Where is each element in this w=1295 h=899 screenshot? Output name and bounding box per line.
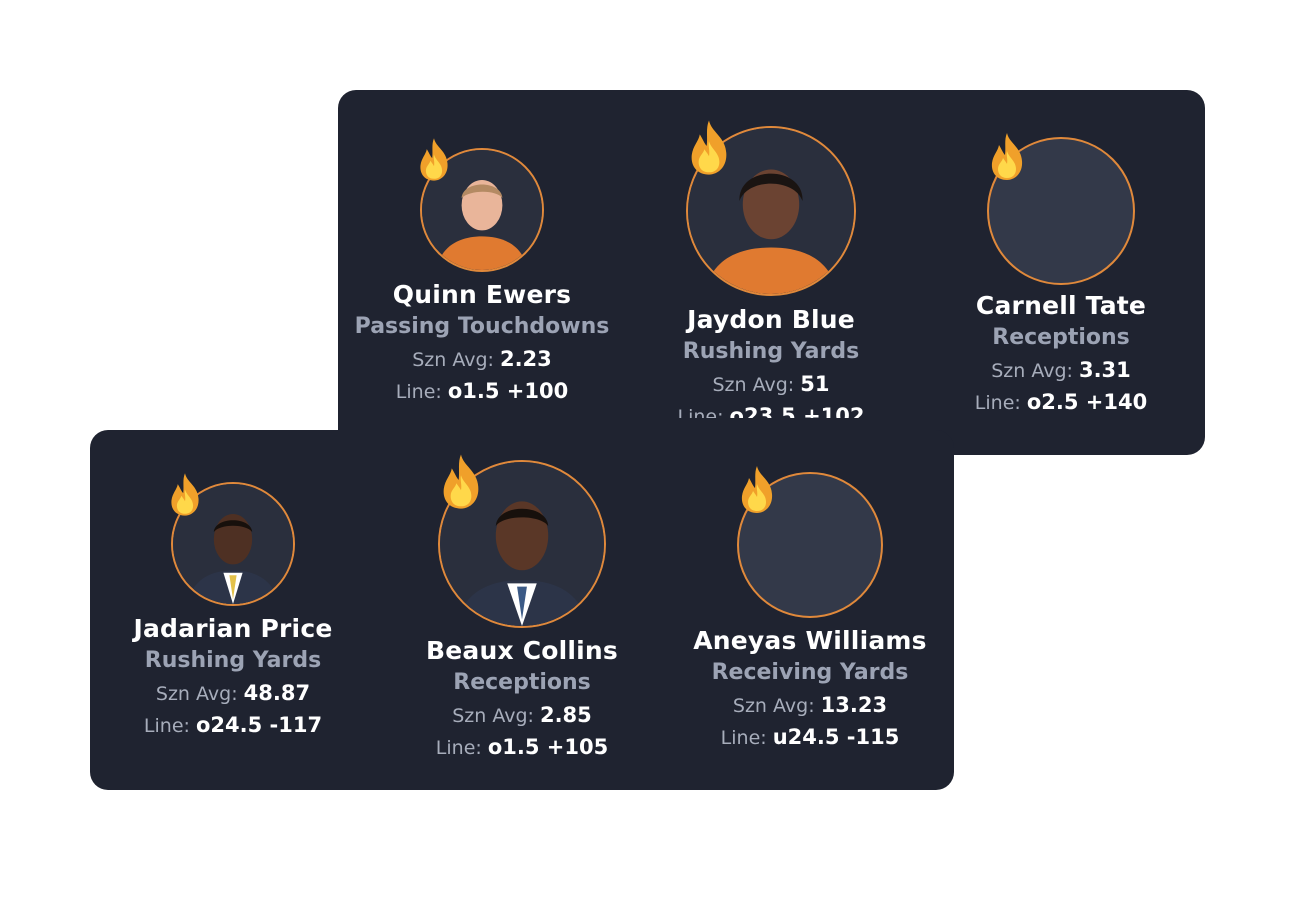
top-player-card: Quinn Ewers Passing Touchdowns Szn Avg: … [338, 90, 1205, 455]
fire-icon [686, 114, 732, 180]
stat-type: Receptions [453, 670, 591, 695]
player-jaydon-blue[interactable]: Jaydon Blue Rushing Yards Szn Avg: 51 Li… [633, 126, 909, 418]
stat-type: Passing Touchdowns [354, 314, 610, 339]
betting-line: Line: o1.5 +100 [395, 379, 569, 403]
player-name: Beaux Collins [425, 636, 619, 665]
fire-icon [438, 448, 484, 514]
player-name: Carnell Tate [975, 291, 1147, 320]
betting-line: Line: o2.5 +140 [974, 390, 1148, 414]
player-carnell-tate[interactable]: Carnell Tate Receptions Szn Avg: 3.31 Li… [928, 137, 1194, 414]
fire-icon [987, 128, 1027, 184]
player-photo [171, 482, 295, 606]
stat-type: Receiving Yards [711, 660, 909, 685]
betting-line: Line: o1.5 +105 [435, 735, 609, 759]
stat-type: Rushing Yards [682, 339, 860, 364]
player-name: Quinn Ewers [392, 280, 572, 309]
season-average: Szn Avg: 13.23 [732, 693, 888, 717]
player-name: Aneyas Williams [693, 626, 927, 655]
season-average: Szn Avg: 2.23 [412, 347, 552, 371]
fire-icon [416, 136, 452, 182]
fire-icon [737, 461, 777, 517]
fire-icon [167, 470, 203, 518]
season-average: Szn Avg: 51 [712, 372, 830, 396]
season-average: Szn Avg: 2.85 [452, 703, 592, 727]
season-average: Szn Avg: 48.87 [155, 681, 311, 705]
betting-line: Line: o24.5 -117 [143, 713, 323, 737]
player-jadarian-price[interactable]: Jadarian Price Rushing Yards Szn Avg: 48… [100, 482, 366, 737]
player-name: Jaydon Blue [687, 305, 855, 334]
player-beaux-collins[interactable]: Beaux Collins Receptions Szn Avg: 2.85 L… [386, 460, 658, 759]
player-quinn-ewers[interactable]: Quinn Ewers Passing Touchdowns Szn Avg: … [348, 148, 616, 403]
player-name: Jadarian Price [133, 614, 333, 643]
player-photo [686, 126, 856, 296]
betting-line: Line: u24.5 -115 [720, 725, 900, 749]
stat-type: Receptions [992, 325, 1130, 350]
player-aneyas-williams[interactable]: Aneyas Williams Receiving Yards Szn Avg:… [672, 472, 948, 749]
season-average: Szn Avg: 3.31 [991, 358, 1131, 382]
bottom-player-card: Jadarian Price Rushing Yards Szn Avg: 48… [90, 430, 954, 790]
stat-type: Rushing Yards [144, 648, 322, 673]
betting-line: Line: o23.5 +102 [677, 404, 865, 418]
